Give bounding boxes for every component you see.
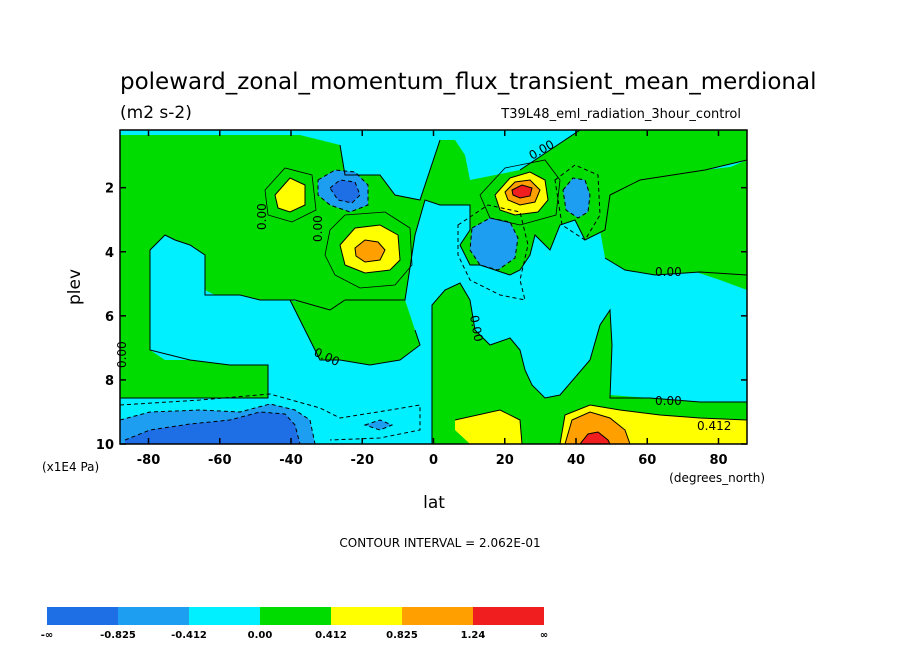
contour-label: 0.00 (255, 203, 269, 230)
colorbar-swatch (402, 607, 473, 625)
colorbar-label: 1.24 (461, 630, 486, 641)
contour-fill (120, 130, 747, 444)
colorbar: -∞ -0.825 -0.412 0.00 0.412 0.825 1.24 ∞ (41, 607, 548, 641)
colorbar-label: -0.412 (171, 630, 207, 641)
contour-lines (120, 130, 747, 444)
colorbar-label: ∞ (540, 630, 548, 641)
chart-title: poleward_zonal_momentum_flux_transient_m… (120, 69, 816, 95)
colorbar-swatch (260, 607, 331, 625)
x-tick-label: -80 (137, 453, 161, 468)
x-tick-label: -20 (351, 453, 375, 468)
x-tick-label: 80 (709, 453, 727, 468)
y-axis-units: (x1E4 Pa) (42, 460, 99, 474)
colorbar-label: -∞ (41, 630, 53, 641)
y-tick-label: 8 (105, 374, 114, 389)
contour-label: 0.00 (467, 314, 485, 343)
colorbar-swatch (47, 607, 118, 625)
y-tick-label: 2 (105, 182, 114, 197)
chart-units: (m2 s-2) (120, 103, 192, 123)
x-tick-label: -60 (208, 453, 232, 468)
y-axis-title: plev (65, 269, 85, 305)
colorbar-label: 0.412 (315, 630, 347, 641)
negative-contours (120, 164, 601, 444)
y-tick-label: 6 (105, 310, 114, 325)
contour-interval: CONTOUR INTERVAL = 2.062E-01 (339, 536, 540, 550)
contour-label: 0.00 (115, 341, 129, 368)
y-tick-label: 10 (96, 438, 114, 453)
colorbar-swatch (473, 607, 544, 625)
x-tick-label: 60 (638, 453, 656, 468)
colorbar-label: -0.825 (100, 630, 136, 641)
colorbar-label: 0.825 (386, 630, 418, 641)
x-axis-units: (degrees_north) (669, 471, 765, 485)
contour-label: 0.412 (697, 419, 731, 433)
x-tick-label: 0 (429, 453, 438, 468)
contour-label: 0.00 (311, 215, 325, 242)
colorbar-label: 0.00 (248, 630, 273, 641)
chart-subtitle: T39L48_eml_radiation_3hour_control (500, 107, 741, 122)
contour-label: 0.00 (655, 394, 682, 408)
y-axis: 2 4 6 8 10 (96, 182, 747, 453)
contour-label: 0.00 (655, 265, 682, 279)
x-tick-label: 20 (496, 453, 514, 468)
colorbar-swatch (118, 607, 189, 625)
y-tick-label: 4 (105, 246, 114, 261)
x-axis-title: lat (423, 493, 445, 513)
colorbar-swatch (331, 607, 402, 625)
x-axis: -80 -60 -40 -20 0 20 40 60 80 (137, 130, 728, 468)
colorbar-swatch (189, 607, 260, 625)
x-tick-label: -40 (279, 453, 303, 468)
x-tick-label: 40 (567, 453, 585, 468)
